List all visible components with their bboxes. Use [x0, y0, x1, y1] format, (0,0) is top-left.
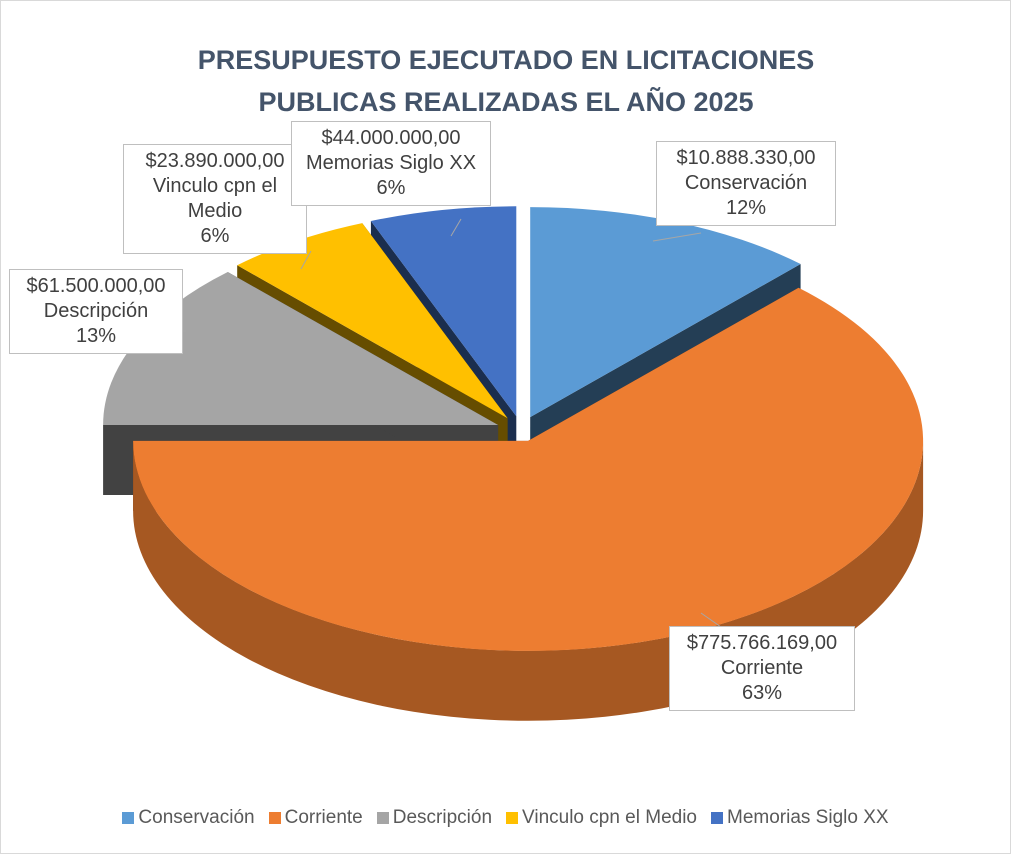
legend-label: Corriente: [284, 807, 363, 828]
legend-item: Descripción: [376, 807, 493, 829]
legend-swatch: [268, 812, 281, 824]
slice-top: [133, 287, 924, 651]
category-label: Vinculo cpn el Medio: [152, 175, 278, 222]
percent-label: 6%: [200, 225, 230, 247]
legend-item: Conservación: [122, 807, 255, 829]
chart-title: PRESUPUESTO EJECUTADO EN LICITACIONES PU…: [197, 45, 815, 117]
amount-label: $10.888.330,00: [676, 147, 816, 169]
data-label: $775.766.169,00 Corriente 63%: [669, 626, 855, 711]
legend-label: Memorias Siglo XX: [727, 807, 889, 828]
data-label: $10.888.330,00 Conservación 12%: [656, 141, 836, 226]
legend-swatch: [506, 812, 519, 824]
category-label: Conservación: [684, 172, 808, 194]
percent-label: 12%: [725, 197, 767, 219]
data-label: $44.000.000,00 Memorias Siglo XX 6%: [291, 121, 491, 206]
leader-line: [300, 250, 312, 270]
leader-line: [700, 612, 722, 628]
category-label: Corriente: [720, 657, 804, 679]
category-label: Descripción: [43, 300, 149, 322]
amount-label: $775.766.169,00: [686, 632, 838, 654]
slice-top: [370, 206, 517, 417]
amount-label: $44.000.000,00: [321, 127, 461, 149]
legend-label: Vinculo cpn el Medio: [522, 807, 697, 828]
percent-label: 63%: [741, 682, 783, 704]
legend-label: Conservación: [138, 807, 255, 828]
legend-swatch: [122, 812, 135, 824]
slice-top: [530, 207, 801, 418]
category-label: Memorias Siglo XX: [305, 152, 477, 174]
legend-item: Corriente: [268, 807, 363, 829]
data-label: $61.500.000,00 Descripción 13%: [9, 269, 183, 354]
legend-label: Descripción: [392, 807, 493, 828]
amount-label: $23.890.000,00: [145, 150, 285, 172]
percent-label: 13%: [75, 325, 117, 347]
leader-line: [652, 232, 702, 242]
legend-swatch: [711, 812, 723, 824]
legend-item: Memorias Siglo XX: [711, 807, 889, 829]
percent-label: 6%: [376, 177, 406, 199]
legend: Conservación Corriente Descripción Vinculo …: [1, 807, 1010, 829]
slice-top: [103, 272, 499, 425]
legend-item: Vinculo cpn el Medio: [506, 807, 697, 829]
amount-label: $61.500.000,00: [26, 275, 166, 297]
legend-swatch: [376, 812, 389, 824]
slice-top: [237, 223, 508, 419]
leader-line: [450, 218, 462, 237]
data-label: $23.890.000,00 Vinculo cpn el Medio 6%: [123, 144, 307, 254]
